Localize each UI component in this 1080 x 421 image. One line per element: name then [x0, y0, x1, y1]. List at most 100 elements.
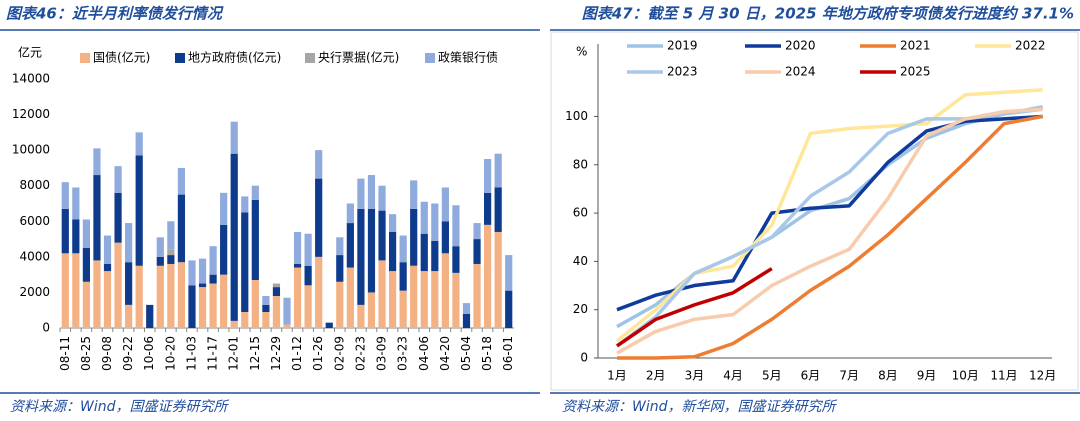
- bar-segment: [156, 237, 164, 257]
- legend-swatch: [425, 53, 435, 63]
- bar-segment: [367, 208, 376, 293]
- bar-segment: [388, 231, 397, 272]
- bar-segment: [315, 150, 323, 179]
- bar-segment: [103, 271, 112, 328]
- y-tick-label: 20: [573, 302, 588, 316]
- bar-segment: [399, 235, 407, 263]
- bar-segment: [494, 153, 502, 188]
- bar-segment: [272, 283, 281, 288]
- legend-label: 2025: [900, 65, 931, 79]
- y-tick-label: 14000: [12, 72, 50, 86]
- bar-segment: [135, 265, 143, 328]
- bar-segment: [336, 237, 344, 256]
- bar-segment: [420, 271, 428, 328]
- bar-segment: [167, 249, 175, 256]
- x-tick-label: 10-20: [163, 336, 177, 371]
- x-tick-label: 02-23: [353, 336, 367, 371]
- bar-segment: [241, 212, 249, 312]
- bar-segment: [61, 253, 69, 328]
- bar-segment: [220, 224, 228, 275]
- bar-segment: [441, 187, 449, 222]
- legend-label: 2020: [785, 39, 816, 53]
- bar-segment: [399, 262, 407, 291]
- x-tick-label: 12-15: [248, 336, 262, 371]
- x-tick-label: 05-04: [459, 336, 473, 371]
- bar-segment: [505, 255, 513, 291]
- bar-segment: [146, 304, 154, 328]
- bar-segment: [484, 224, 492, 328]
- x-tick-label: 03-23: [396, 336, 410, 371]
- y-tick-label: 0: [42, 321, 50, 335]
- bar-segment: [420, 233, 428, 272]
- bar-segment: [72, 253, 80, 328]
- bar-segment: [125, 262, 133, 305]
- y-tick-label: 100: [565, 109, 588, 123]
- legend-label: 国债(亿元): [93, 50, 150, 65]
- bar-segment: [272, 287, 281, 296]
- source: 资料来源：Wind，新华网，国盛证券研究所: [562, 399, 837, 415]
- bar-segment: [378, 210, 386, 261]
- bar-segment: [93, 148, 101, 176]
- bar-segment: [357, 304, 365, 328]
- bar-segment: [441, 221, 449, 254]
- x-tick-label: 2月: [646, 369, 666, 383]
- x-tick-label: 05-18: [480, 336, 494, 371]
- bar-segment: [484, 192, 492, 225]
- bar-segment: [220, 274, 228, 328]
- x-tick-label: 10-06: [142, 336, 156, 371]
- line: [616, 267, 773, 348]
- bar-segment: [82, 219, 90, 248]
- bar-segment: [484, 159, 492, 193]
- bar-segment: [209, 274, 217, 284]
- x-tick-label: 4月: [723, 369, 743, 383]
- x-tick-label: 03-09: [375, 336, 389, 371]
- bar-segment: [188, 260, 196, 286]
- bar-segment: [125, 223, 133, 263]
- legend-swatch: [80, 53, 90, 63]
- x-tick-label: 06-01: [501, 336, 515, 371]
- bar-segment: [241, 311, 249, 328]
- bar-segment: [473, 263, 481, 328]
- bar-segment: [93, 175, 101, 261]
- y-axis-label: %: [576, 45, 587, 59]
- legend-label: 政策银行债: [438, 51, 498, 65]
- x-tick-label: 01-26: [311, 336, 325, 371]
- y-tick-label: 0: [580, 351, 588, 365]
- x-tick-label: 5月: [762, 369, 782, 383]
- chart-title: 图表47：截至 5 月 30 日，2025 年地方政府专项债发行进度约 37.1…: [582, 5, 1074, 23]
- legend-swatch: [175, 53, 185, 63]
- bar-segment: [283, 297, 291, 325]
- x-tick-label: 02-09: [332, 336, 346, 371]
- bar-segment: [357, 208, 365, 305]
- x-tick-label: 01-12: [290, 336, 304, 371]
- bar-segment: [262, 311, 270, 328]
- legend-label: 2021: [900, 39, 931, 53]
- source: 资料来源：Wind，国盛证券研究所: [10, 399, 229, 415]
- legend-label: 2023: [667, 65, 698, 79]
- bar-segment: [431, 271, 439, 328]
- y-tick-label: 12000: [12, 107, 50, 121]
- bar-segment: [304, 233, 312, 266]
- y-tick-label: 6000: [19, 214, 50, 228]
- bar-segment: [410, 208, 418, 266]
- bar-segment: [114, 242, 122, 328]
- bar-segment: [230, 121, 238, 154]
- x-tick-label: 08-25: [79, 336, 93, 371]
- bar-segment: [399, 290, 407, 328]
- x-tick-label: 12月: [1029, 369, 1056, 383]
- bar-segment: [167, 263, 175, 328]
- bar-segment: [367, 292, 376, 328]
- bar-segment: [251, 185, 259, 200]
- bar-segment: [293, 231, 302, 264]
- x-tick-label: 11-03: [184, 336, 198, 371]
- bar-segment: [167, 255, 175, 264]
- bar-segment: [431, 240, 439, 272]
- bar-segment: [82, 247, 90, 282]
- chart-title: 图表46：近半月利率债发行情况: [6, 5, 224, 23]
- legend-label: 2024: [785, 65, 816, 79]
- bar-segment: [209, 246, 217, 275]
- bar-segment: [103, 263, 112, 272]
- x-tick-label: 11-17: [206, 336, 220, 371]
- x-tick-label: 08-11: [58, 336, 72, 371]
- x-tick-label: 09-22: [121, 336, 135, 371]
